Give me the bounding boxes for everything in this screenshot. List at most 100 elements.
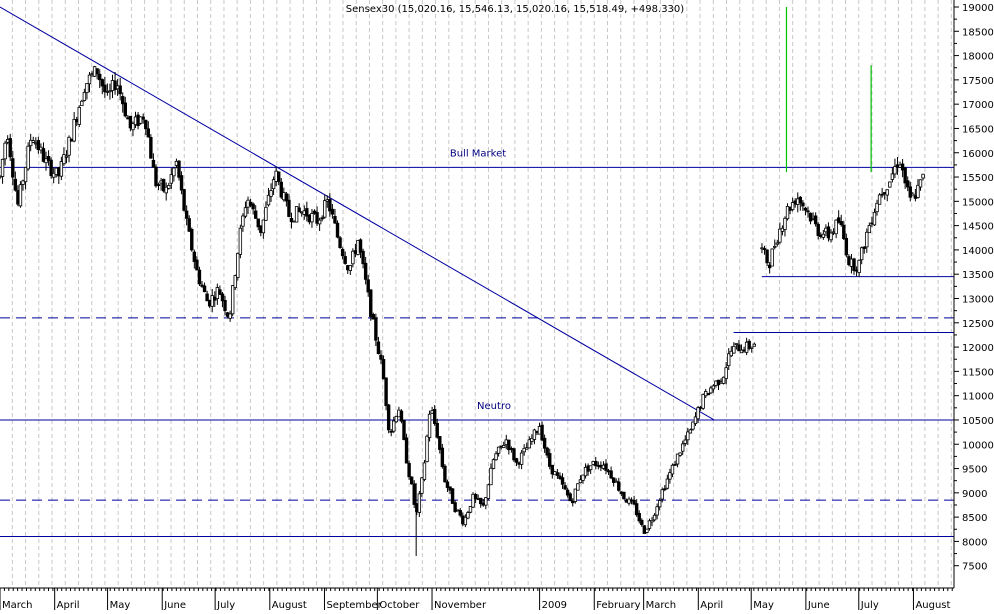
y-tick-label: 8500 (962, 513, 987, 524)
candle-body (118, 85, 122, 95)
candle-body (100, 79, 104, 87)
candle-body (190, 228, 194, 251)
candle-body (502, 444, 506, 448)
candle-body (888, 181, 892, 188)
candle-body (634, 503, 639, 516)
candle-body (407, 462, 411, 478)
level-labels: Bull Market Neutro (450, 148, 511, 412)
candle-body (223, 299, 227, 311)
candle-body (363, 262, 368, 280)
candle-body (409, 476, 414, 485)
candle-body (386, 404, 391, 431)
level-label: Bull Market (450, 148, 506, 159)
candle-body (67, 136, 71, 156)
candle-body (187, 218, 191, 232)
candle-body (261, 219, 266, 234)
candle-body (885, 189, 889, 196)
candle-body (560, 477, 565, 485)
candle-body (565, 489, 570, 496)
candle-body (921, 173, 925, 179)
candle-body (384, 377, 388, 407)
candle-body (149, 137, 153, 159)
candle-body (668, 472, 672, 480)
candle-body (8, 138, 12, 158)
candle-body (877, 194, 882, 205)
candle-body (611, 477, 616, 483)
y-tick-label: 13000 (962, 295, 994, 306)
candle-body (588, 465, 593, 471)
candle-body (95, 68, 99, 75)
x-tick-label: May (753, 600, 774, 610)
candle-body (108, 90, 112, 93)
candle-body (640, 519, 644, 525)
candle-body (563, 485, 567, 490)
candle-body (31, 140, 35, 143)
candle-body (663, 488, 667, 491)
candle-body (98, 73, 102, 81)
candle-body (438, 436, 442, 450)
candle-body (404, 437, 409, 464)
candle-body (737, 344, 741, 352)
y-tick-label: 9500 (962, 465, 987, 476)
candle-body (773, 245, 777, 248)
candle-body (131, 123, 135, 131)
chart-title: Sensex30 (15,020.16, 15,546.13, 15,020.1… (346, 4, 684, 15)
y-tick-label: 17500 (962, 76, 994, 87)
candle-body (727, 353, 731, 367)
candle-body (468, 506, 473, 513)
y-tick-label: 17000 (962, 100, 994, 111)
candle-body (103, 84, 107, 93)
candle-body (427, 413, 432, 438)
candle-body (389, 430, 393, 433)
candle-body (3, 142, 7, 160)
candle-body (205, 293, 209, 302)
candle-body (803, 207, 808, 211)
candle-body (184, 210, 189, 219)
candle-body (660, 489, 664, 500)
candle-body (335, 222, 340, 238)
candle-body (425, 435, 429, 463)
candle-body (865, 231, 869, 248)
candle-body (683, 439, 687, 444)
level-label: Neutro (477, 401, 511, 412)
candle-body (445, 481, 450, 488)
x-tick-label: March (2, 600, 32, 610)
candle-body (151, 159, 156, 168)
candle-body (392, 420, 396, 432)
candle-body (64, 155, 69, 158)
y-tick-label: 15500 (962, 173, 994, 184)
candle-body (617, 481, 621, 491)
candle-body (432, 408, 437, 424)
candle-body (826, 226, 831, 239)
candle-body (724, 367, 728, 379)
x-tick-label: May (110, 600, 131, 610)
candle-body (808, 212, 813, 222)
x-tick-label: August (915, 600, 950, 610)
candle-body (277, 171, 281, 182)
candle-body (230, 285, 235, 315)
candle-body (581, 474, 585, 481)
candle-body (890, 173, 895, 180)
x-axis: March April May June July August SeptemberOcto… (0, 587, 954, 611)
x-tick-label: November (434, 600, 487, 610)
y-tick-label: 12000 (962, 343, 994, 354)
candle-body (778, 228, 782, 243)
candle-body (440, 447, 445, 467)
candlestick-series (0, 65, 925, 556)
x-tick-label: July (860, 600, 879, 610)
candle-body (816, 223, 820, 236)
candle-body (315, 212, 319, 224)
candle-body (164, 186, 168, 194)
candle-body (420, 477, 424, 494)
candle-body (197, 269, 202, 285)
candle-body (279, 181, 283, 198)
candle-body (333, 216, 337, 224)
candle-body (514, 458, 519, 463)
candle-body (128, 115, 133, 129)
x-tick-label: March (646, 600, 676, 610)
candle-body (121, 96, 125, 105)
candle-body (525, 447, 529, 450)
candle-body (767, 264, 772, 269)
candle-body (305, 208, 309, 217)
candle-body (548, 453, 552, 467)
